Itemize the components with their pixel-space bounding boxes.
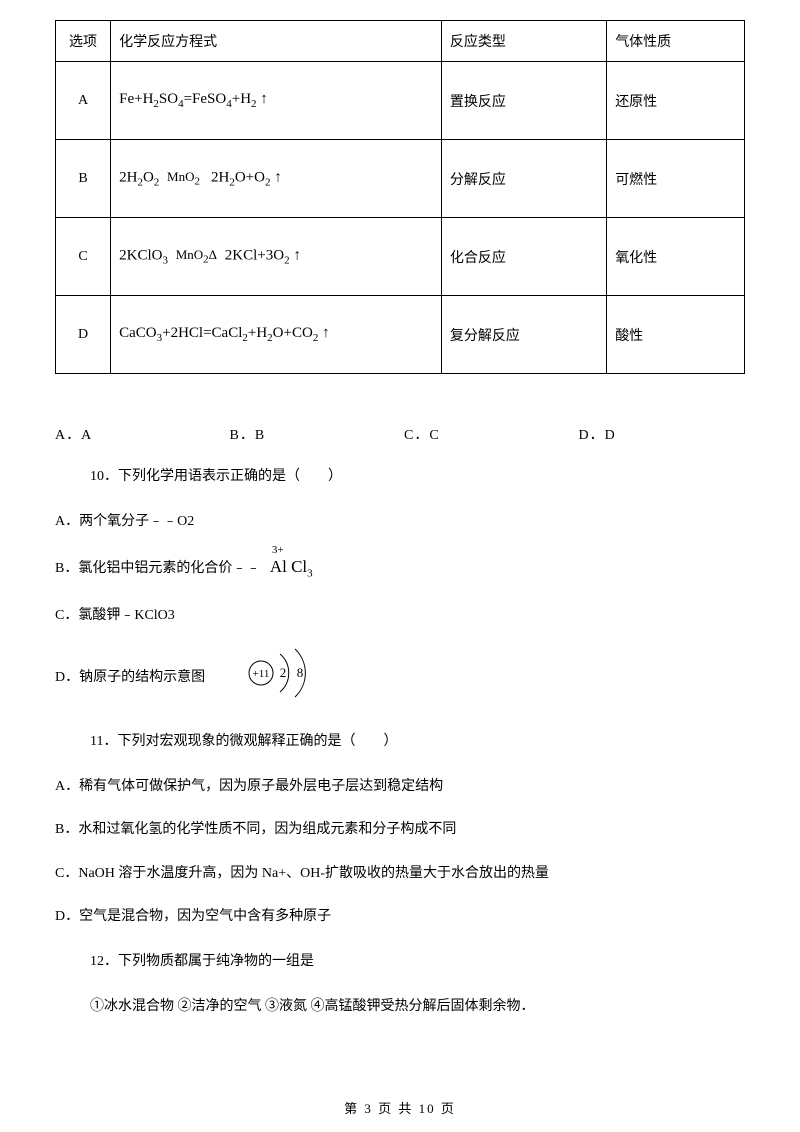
- th-property: 气体性质: [607, 21, 745, 62]
- q12-stem: 12．下列物质都属于纯净物的一组是: [55, 949, 745, 974]
- atom-structure-icon: +11 2 8: [239, 646, 329, 709]
- alcl3-sub: 3: [307, 568, 313, 580]
- page-footer: 第 3 页 共 10 页: [0, 1098, 800, 1117]
- atom-shell1: 2: [279, 665, 286, 680]
- q11-b: B．水和过氧化氢的化学性质不同，因为组成元素和分子构成不同: [55, 817, 745, 842]
- q10-stem: 10．下列化学用语表示正确的是（ ）: [55, 464, 745, 489]
- cell-opt: C: [56, 218, 111, 296]
- q11-c: C．NaOH 溶于水温度升高，因为 Na+、OH-扩散吸收的热量大于水合放出的热…: [55, 861, 745, 886]
- abcd-options: A．A B．B C．C D．D: [55, 424, 745, 444]
- cell-type: 分解反应: [441, 140, 606, 218]
- cell-property: 酸性: [607, 296, 745, 374]
- q11-a: A．稀有气体可做保护气，因为原子最外层电子层达到稳定结构: [55, 774, 745, 799]
- answer-c: C．C: [404, 424, 574, 444]
- atom-core: +11: [252, 668, 269, 680]
- q11-d: D．空气是混合物，因为空气中含有多种原子: [55, 904, 745, 929]
- table-row: B 2H2O2 MnO2 2H2O+O2 ↑ 分解反应 可燃性: [56, 140, 745, 218]
- cell-property: 还原性: [607, 62, 745, 140]
- cell-equation: 2KClO3 MnO2Δ 2KCl+3O2 ↑: [111, 218, 442, 296]
- q11-stem: 11．下列对宏观现象的微观解释正确的是（ ）: [55, 729, 745, 754]
- table-header-row: 选项 化学反应方程式 反应类型 气体性质: [56, 21, 745, 62]
- th-equation: 化学反应方程式: [111, 21, 442, 62]
- cell-type: 复分解反应: [441, 296, 606, 374]
- q10-b-prefix: B．氯化铝中铝元素的化合价﹣﹣: [55, 561, 260, 576]
- answer-a: A．A: [55, 424, 225, 444]
- cell-type: 化合反应: [441, 218, 606, 296]
- answer-d: D．D: [579, 424, 616, 444]
- answer-b: B．B: [230, 424, 400, 444]
- cell-type: 置换反应: [441, 62, 606, 140]
- cell-opt: B: [56, 140, 111, 218]
- cell-opt: D: [56, 296, 111, 374]
- table-row: D CaCO3+2HCl=CaCl2+H2O+CO2 ↑ 复分解反应 酸性: [56, 296, 745, 374]
- q10-c: C．氯酸钾﹣KClO3: [55, 603, 745, 628]
- cell-opt: A: [56, 62, 111, 140]
- q10-d-text: D．钠原子的结构示意图: [55, 670, 205, 685]
- cell-property: 可燃性: [607, 140, 745, 218]
- alcl3-formula: 3+ Al Cl3: [270, 552, 313, 584]
- cell-equation: CaCO3+2HCl=CaCl2+H2O+CO2 ↑: [111, 296, 442, 374]
- table-row: A Fe+H2SO4=FeSO4+H2 ↑ 置换反应 还原性: [56, 62, 745, 140]
- q10-d: D．钠原子的结构示意图 +11 2 8: [55, 646, 745, 709]
- th-type: 反应类型: [441, 21, 606, 62]
- table-row: C 2KClO3 MnO2Δ 2KCl+3O2 ↑ 化合反应 氧化性: [56, 218, 745, 296]
- q10-a: A．两个氧分子﹣﹣O2: [55, 509, 745, 534]
- cell-equation: 2H2O2 MnO2 2H2O+O2 ↑: [111, 140, 442, 218]
- cell-property: 氧化性: [607, 218, 745, 296]
- atom-shell2: 8: [296, 665, 303, 680]
- q10-b: B．氯化铝中铝元素的化合价﹣﹣ 3+ Al Cl3: [55, 552, 745, 584]
- alcl3-charge: 3+: [272, 541, 284, 561]
- chemistry-table: 选项 化学反应方程式 反应类型 气体性质 A Fe+H2SO4=FeSO4+H2…: [55, 20, 745, 374]
- th-option: 选项: [56, 21, 111, 62]
- cell-equation: Fe+H2SO4=FeSO4+H2 ↑: [111, 62, 442, 140]
- q12-line: ①冰水混合物 ②洁净的空气 ③液氮 ④高锰酸钾受热分解后固体剩余物．: [55, 994, 745, 1019]
